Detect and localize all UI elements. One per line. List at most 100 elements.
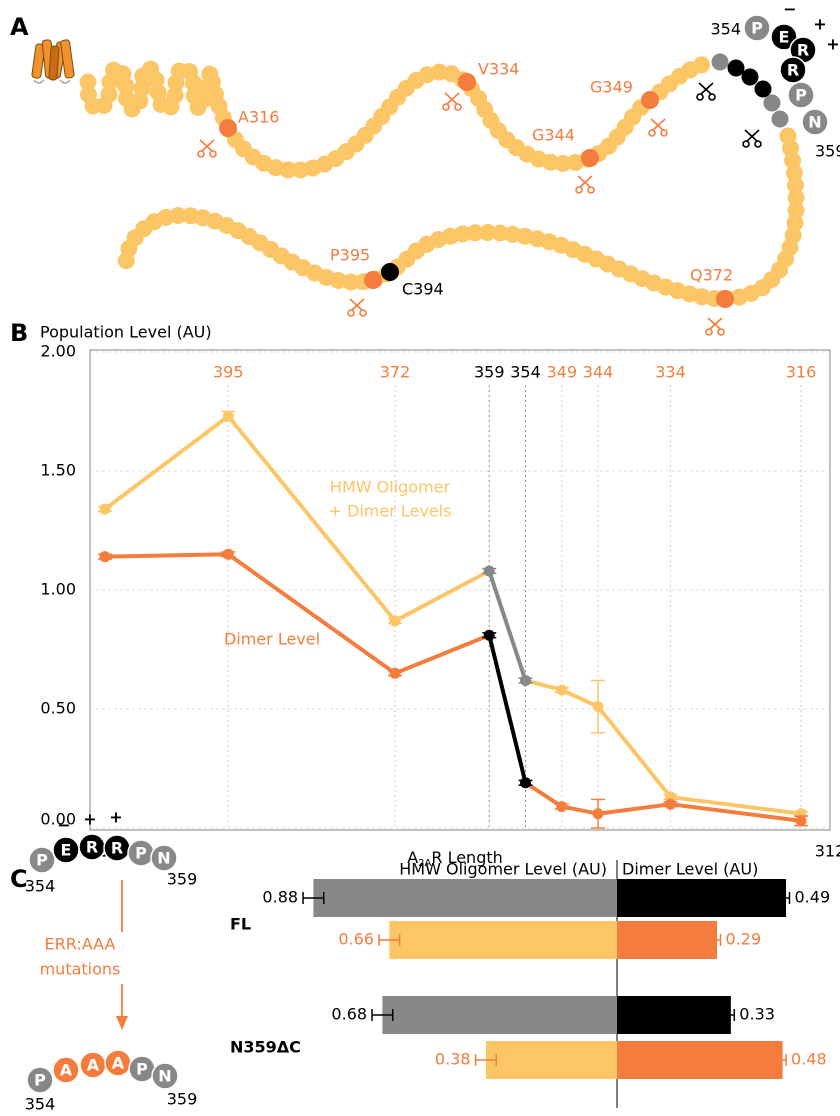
top-tick-label: 359 bbox=[474, 363, 505, 382]
residue-number: 354 bbox=[710, 20, 741, 39]
site-label: G349 bbox=[590, 78, 633, 97]
value-label: 0.49 bbox=[795, 888, 831, 907]
line-chart: Population Level (AU)0.000.501.001.502.0… bbox=[40, 323, 840, 870]
residue-letter: N bbox=[158, 1067, 171, 1086]
charge: − bbox=[783, 0, 796, 19]
scissors-handle bbox=[649, 130, 655, 136]
scissors-handle bbox=[348, 310, 354, 316]
cleavage-site bbox=[581, 149, 599, 167]
tail-bead bbox=[742, 69, 759, 86]
line-segment bbox=[105, 554, 228, 556]
value-label: 0.88 bbox=[262, 888, 298, 907]
y-tick-label: 1.00 bbox=[40, 580, 76, 599]
top-tick-label: 344 bbox=[583, 363, 614, 382]
charge: + bbox=[813, 15, 826, 34]
top-tick-label: 354 bbox=[510, 363, 541, 382]
scissors-handle bbox=[755, 141, 761, 147]
scissors-blade bbox=[745, 130, 757, 141]
point bbox=[223, 411, 234, 422]
cleavage-site bbox=[641, 91, 659, 109]
point bbox=[390, 668, 401, 679]
site-label: G344 bbox=[532, 126, 575, 145]
value-label: 0.29 bbox=[726, 930, 762, 949]
scissors-icon bbox=[706, 318, 724, 335]
point bbox=[100, 504, 111, 515]
y-tick-label: 0.50 bbox=[40, 699, 76, 718]
residue-letter: R bbox=[787, 61, 799, 80]
residue-letter: A bbox=[87, 1056, 100, 1075]
bar-chart: HMW Oligomer Level (AU)Dimer Level (AU)F… bbox=[25, 808, 830, 1114]
residue-letter: P bbox=[135, 844, 147, 863]
scissors-handle bbox=[588, 187, 594, 193]
scissors-blade bbox=[447, 93, 459, 104]
scissors-blade bbox=[653, 119, 665, 130]
mutation-label: mutations bbox=[40, 960, 121, 979]
residue-letter: P bbox=[36, 851, 48, 870]
residue-letter: P bbox=[136, 1060, 148, 1079]
scissors-blade bbox=[350, 299, 362, 310]
scissors-blade bbox=[747, 130, 759, 141]
value-label: 0.68 bbox=[331, 1005, 367, 1024]
bar bbox=[389, 921, 617, 959]
bead bbox=[118, 252, 135, 269]
charge: + bbox=[826, 35, 839, 54]
line-segment bbox=[395, 635, 489, 673]
value-label: 0.38 bbox=[435, 1050, 471, 1069]
residue-number: 359 bbox=[167, 870, 198, 889]
line-segment bbox=[526, 680, 562, 690]
residue-letter: E bbox=[61, 841, 72, 860]
scissors-icon bbox=[649, 119, 667, 136]
top-tick-label: 395 bbox=[213, 363, 244, 382]
line-segment bbox=[598, 804, 671, 814]
point bbox=[593, 701, 604, 712]
site-label: P395 bbox=[330, 246, 370, 265]
series-label: + Dimer Levels bbox=[329, 502, 452, 521]
bar bbox=[486, 1041, 617, 1079]
value-label: 0.33 bbox=[739, 1005, 775, 1024]
scissors-blade bbox=[710, 318, 722, 329]
tail-bead bbox=[772, 111, 789, 128]
axis-title: Dimer Level (AU) bbox=[622, 860, 758, 879]
charge: + bbox=[83, 810, 96, 829]
scissors-icon bbox=[348, 299, 366, 316]
residue-letter: N bbox=[808, 113, 821, 132]
tail-bead bbox=[728, 60, 745, 77]
tail-bead bbox=[764, 95, 781, 112]
residue-letter: P bbox=[751, 19, 763, 38]
tail-bead bbox=[712, 54, 729, 71]
scissors-blade bbox=[708, 318, 720, 329]
bar bbox=[313, 879, 617, 917]
scissors-blade bbox=[352, 299, 364, 310]
line-segment bbox=[105, 416, 228, 509]
charge: + bbox=[109, 808, 122, 827]
residue-letter: P bbox=[34, 1071, 46, 1090]
y-tick-label: 1.50 bbox=[40, 461, 76, 480]
scissors-handle bbox=[198, 151, 204, 157]
scissors-handle bbox=[709, 94, 715, 100]
residue-number: 359 bbox=[815, 142, 840, 161]
bar bbox=[382, 996, 617, 1034]
bar bbox=[617, 1041, 783, 1079]
residue-letter: P bbox=[795, 86, 807, 105]
site-label: V334 bbox=[478, 60, 519, 79]
axis-title: HMW Oligomer Level (AU) bbox=[399, 860, 607, 879]
line-segment bbox=[562, 807, 598, 814]
panel-label: A bbox=[10, 13, 29, 41]
scissors-blade bbox=[701, 83, 713, 94]
scissors-blade bbox=[200, 140, 212, 151]
top-tick-label: 316 bbox=[786, 363, 817, 382]
residue-number: 359 bbox=[167, 1090, 198, 1109]
scissors-blade bbox=[580, 176, 592, 187]
cleavage-site bbox=[219, 119, 237, 137]
y-tick-label: 2.00 bbox=[40, 342, 76, 361]
scissors-handle bbox=[661, 130, 667, 136]
point bbox=[593, 808, 604, 819]
residue-letter: A bbox=[60, 1061, 73, 1080]
site-label: A316 bbox=[238, 108, 279, 127]
scissors-handle bbox=[697, 94, 703, 100]
cysteine-label: C394 bbox=[402, 280, 444, 299]
scissors-handle bbox=[210, 151, 216, 157]
residue-letter: N bbox=[157, 849, 170, 868]
receptor-icon bbox=[32, 39, 75, 83]
x-tick-label: 312 bbox=[815, 842, 840, 861]
